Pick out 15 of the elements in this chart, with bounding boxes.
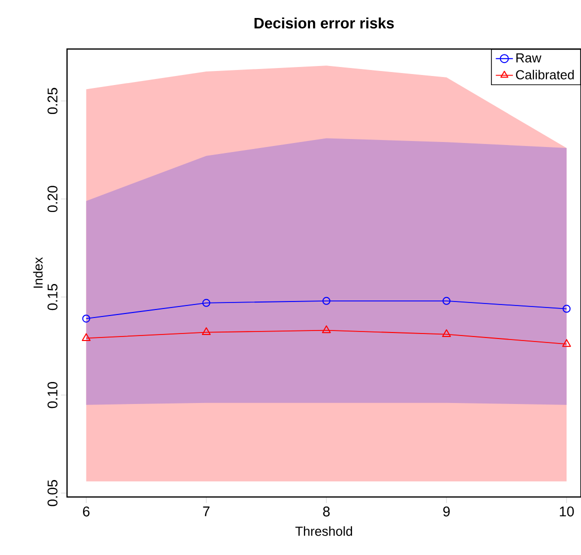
chart-title: Decision error risks	[254, 17, 394, 28]
x-tick-label: 9	[443, 506, 450, 516]
y-tick-label: 0.20	[48, 186, 58, 212]
y-tick-label: 0.15	[48, 284, 58, 310]
x-axis-title: Threshold	[295, 526, 352, 536]
y-axis-title: Index	[33, 257, 43, 288]
x-tick-label: 10	[560, 506, 574, 516]
y-tick-label: 0.05	[48, 480, 58, 506]
x-tick-label: 6	[83, 506, 90, 516]
legend-label: Calibrated	[516, 70, 574, 80]
y-tick-label: 0.10	[48, 382, 58, 408]
x-tick-label: 7	[203, 506, 210, 516]
x-tick-label: 8	[323, 506, 330, 516]
legend-label: Raw	[516, 53, 542, 62]
y-tick-label: 0.25	[48, 88, 58, 114]
